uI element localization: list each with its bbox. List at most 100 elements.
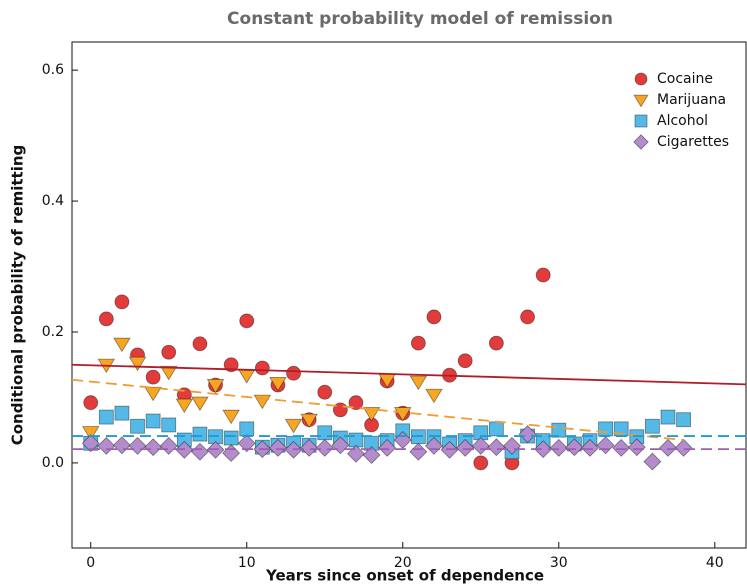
y-tick-label: 0.0 (42, 455, 64, 471)
marker (518, 425, 537, 444)
legend-swatch (634, 114, 648, 128)
marker (112, 436, 131, 455)
marker (488, 335, 504, 351)
marker (409, 375, 428, 391)
marker (551, 422, 567, 438)
marker (300, 413, 318, 429)
marker (456, 438, 475, 457)
legend-swatch (633, 94, 649, 108)
x-axis-label: Years since onset of dependence (265, 567, 544, 585)
marker (254, 360, 270, 376)
x-tick-label: 20 (394, 555, 412, 571)
marker (535, 267, 551, 283)
marker (239, 313, 255, 329)
marker (284, 418, 303, 434)
marker (175, 398, 194, 414)
marker (269, 377, 287, 392)
marker (378, 438, 397, 457)
marker (598, 421, 613, 437)
marker (410, 335, 426, 351)
marker (98, 409, 114, 425)
marker (317, 425, 333, 441)
marker (676, 412, 691, 428)
marker (130, 418, 145, 434)
marker (159, 436, 178, 455)
marker (581, 438, 599, 457)
x-tick-label: 30 (550, 555, 568, 571)
marker (534, 440, 553, 459)
marker (317, 384, 333, 400)
marker (424, 436, 443, 455)
marker (659, 438, 677, 457)
marker (409, 442, 428, 461)
marker (426, 309, 442, 325)
y-tick-label: 0.4 (42, 193, 64, 209)
marker (253, 394, 272, 410)
marker (223, 430, 239, 446)
marker (223, 357, 239, 373)
marker (192, 426, 208, 442)
marker (286, 365, 301, 381)
x-tick-label: 40 (706, 555, 724, 571)
marker (97, 436, 116, 455)
marker (113, 337, 131, 353)
y-axis-label: Conditional probability of remitting (9, 145, 27, 446)
legend-label: Cigarettes (657, 134, 729, 150)
marker (520, 309, 535, 325)
marker (425, 388, 443, 404)
marker (596, 436, 615, 455)
marker (503, 436, 521, 455)
marker (159, 365, 178, 381)
marker (237, 434, 256, 453)
marker (565, 438, 584, 457)
marker (362, 446, 381, 465)
legend-label: Cocaine (657, 71, 713, 87)
marker (268, 438, 287, 457)
y-tick-label: 0.2 (42, 324, 64, 340)
legend-label: Alcohol (657, 113, 708, 129)
plot-frame (71, 41, 747, 549)
marker (114, 405, 130, 421)
marker (83, 395, 99, 411)
x-tick-label: 0 (86, 555, 95, 571)
marker (300, 438, 319, 457)
marker (348, 395, 364, 411)
marker (190, 442, 209, 461)
trend-line (71, 363, 747, 386)
marker (145, 369, 161, 385)
marker (145, 413, 161, 429)
marker (144, 386, 162, 402)
chart-title: Constant probability model of remission (227, 9, 613, 29)
marker (81, 426, 100, 441)
marker (612, 438, 631, 457)
marker (644, 418, 660, 434)
legend-swatch (634, 72, 648, 86)
marker (161, 344, 177, 360)
marker (206, 379, 225, 394)
marker (473, 455, 489, 471)
marker (660, 409, 676, 425)
marker (222, 409, 240, 425)
marker (191, 396, 209, 412)
marker (488, 421, 504, 437)
marker (128, 356, 147, 372)
y-tick-label: 0.6 (42, 62, 64, 78)
marker (549, 438, 568, 457)
marker (114, 294, 130, 310)
marker (315, 438, 334, 457)
marker (627, 438, 646, 457)
marker (346, 444, 365, 463)
marker (393, 407, 412, 422)
marker (222, 444, 241, 463)
marker (457, 353, 473, 369)
marker (144, 438, 163, 457)
marker (98, 311, 114, 327)
marker (161, 417, 177, 433)
x-tick-label: 10 (238, 555, 256, 571)
marker (237, 369, 256, 384)
marker (674, 438, 693, 457)
legend-swatch (633, 134, 649, 150)
marker (81, 434, 100, 453)
trend-line (71, 378, 684, 441)
